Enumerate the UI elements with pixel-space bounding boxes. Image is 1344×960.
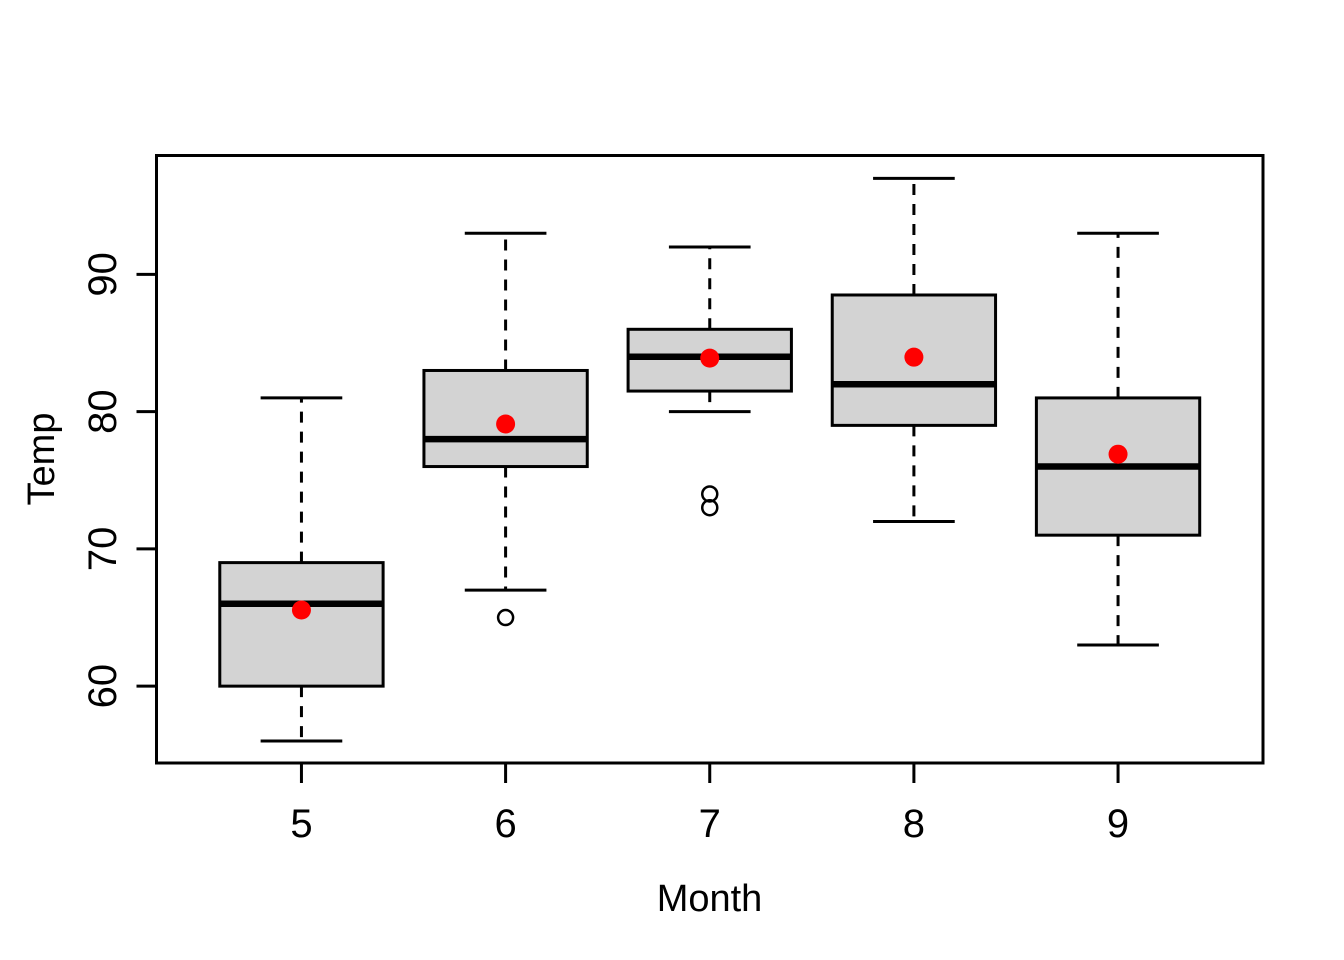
boxplot-month-8 — [830, 176, 998, 523]
y-tick-label: 80 — [81, 389, 125, 434]
x-tick-label: 9 — [1107, 802, 1129, 846]
y-tick-label: 70 — [81, 527, 125, 572]
boxplot-month-9 — [1034, 231, 1202, 647]
x-tick-label: 5 — [290, 802, 312, 846]
outlier-point — [496, 608, 515, 627]
mean-point — [291, 600, 311, 620]
mean-point — [1108, 444, 1128, 464]
x-tick-label: 6 — [494, 802, 516, 846]
mean-point — [700, 348, 720, 368]
mean-point — [904, 347, 924, 367]
y-tick-label: 60 — [81, 664, 125, 709]
x-tick-label: 8 — [903, 802, 925, 846]
x-axis-title: Month — [657, 878, 763, 920]
iqr-box — [218, 561, 385, 688]
boxes-group — [218, 176, 1202, 743]
boxplot-month-7 — [626, 245, 793, 517]
mean-point — [496, 414, 516, 434]
boxplot-month-5 — [218, 396, 385, 743]
outlier-point — [701, 498, 719, 517]
axes-group: 60 70 80 90 5 6 7 8 9 — [81, 252, 1129, 846]
y-tick-label: 90 — [81, 252, 125, 297]
boxplot-month-6 — [422, 231, 589, 627]
y-axis-title: Temp — [21, 413, 63, 506]
outlier-point — [701, 485, 719, 503]
x-tick-label: 7 — [699, 802, 721, 846]
